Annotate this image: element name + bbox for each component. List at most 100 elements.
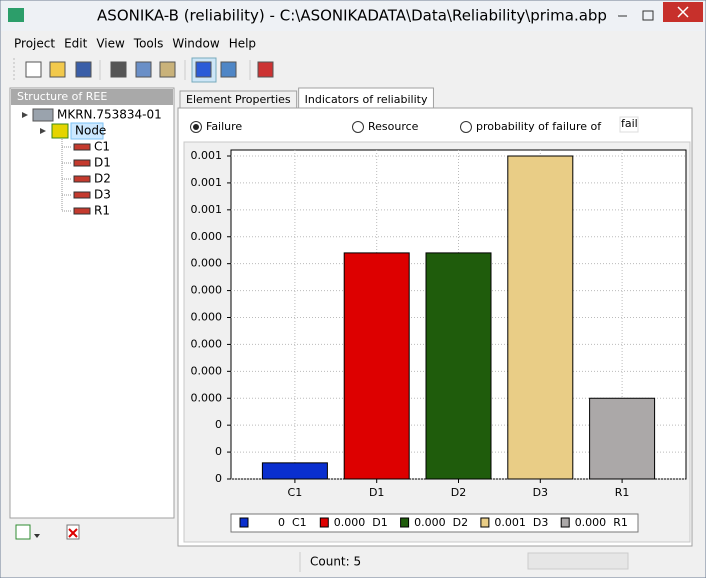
y-tick-label: 0.000 — [191, 364, 223, 377]
menu-item[interactable]: Window — [172, 37, 220, 51]
tree-panel — [9, 87, 175, 519]
text-field-value: fail — [621, 117, 638, 130]
radio-dot — [193, 124, 199, 130]
toolbar-button[interactable] — [75, 61, 92, 78]
y-tick-label: 0 — [215, 472, 222, 485]
close-icon — [677, 6, 689, 18]
toolbar-button[interactable] — [220, 61, 237, 78]
tree-item[interactable]: D2 — [94, 172, 111, 186]
bar — [589, 397, 656, 480]
legend-swatch — [239, 517, 249, 528]
bar — [425, 252, 492, 480]
tree-item[interactable]: R1 — [94, 204, 110, 218]
component-icon — [73, 207, 91, 215]
tree-item[interactable]: D1 — [94, 156, 111, 170]
device-icon — [32, 108, 54, 122]
menu-item[interactable]: View — [96, 37, 125, 51]
menu-item[interactable]: Tools — [133, 37, 164, 51]
legend-name: D1 — [372, 516, 387, 529]
legend-value: 0.000 — [414, 516, 446, 529]
bar — [261, 462, 328, 480]
tab-label: Element Properties — [186, 93, 291, 106]
title-bar — [1, 1, 705, 31]
maximize-button[interactable] — [642, 10, 654, 21]
expander[interactable] — [40, 128, 46, 134]
chart: 0 0 0 0.000 0.000 0.000 0.000 0.000 0.000 0.000 0.… — [191, 149, 686, 499]
tab-label: Indicators of reliability — [305, 93, 428, 106]
radio-button[interactable] — [460, 121, 472, 133]
y-tick-label: 0.000 — [191, 284, 223, 297]
tree-children: C1 D1 D2 D3 R1 — [61, 139, 111, 218]
menu-item[interactable]: Help — [229, 37, 256, 51]
tree-header: Structure of REE — [17, 90, 107, 103]
y-tick-label: 0.000 — [191, 230, 223, 243]
option-row: Failure Resource probability of failure of — [190, 120, 602, 133]
legend-swatch — [319, 517, 329, 528]
dropdown-arrow[interactable] — [34, 534, 40, 538]
delete-icon — [68, 528, 78, 538]
component-icon — [73, 159, 91, 167]
legend-name: C1 — [292, 516, 307, 529]
legend-name: D3 — [533, 516, 548, 529]
toolbar-button[interactable] — [135, 61, 152, 78]
legend-swatch — [560, 517, 570, 528]
y-tick-label: 0.000 — [191, 337, 223, 350]
toolbar-button[interactable] — [195, 61, 212, 78]
y-tick-label: 0.000 — [191, 311, 223, 324]
y-tick-label: 0.001 — [191, 149, 223, 162]
radio-label[interactable]: probability of failure of — [476, 120, 602, 133]
tree-item[interactable]: C1 — [94, 140, 110, 154]
toolbar-button[interactable] — [49, 61, 66, 78]
text-field[interactable] — [619, 116, 639, 133]
x-tick-label: R1 — [615, 486, 630, 499]
toolbar-button[interactable] — [110, 61, 127, 78]
menu-item[interactable]: Edit — [64, 37, 88, 51]
x-tick-label: D3 — [533, 486, 548, 499]
tab[interactable]: Element Properties — [179, 90, 298, 109]
app-icon — [8, 8, 24, 22]
radio-label[interactable]: Resource — [368, 120, 419, 133]
expander[interactable] — [22, 112, 28, 118]
selection — [70, 122, 104, 140]
window-title: ASONIKA-B (reliability) - C:\ASONIKADATA… — [97, 7, 607, 25]
toolbar — [13, 57, 274, 83]
legend — [230, 513, 639, 533]
legend-items: 0 C1 0.000 D1 0.000 D2 0.001 D3 0.000 R1 — [239, 516, 628, 529]
menu-item[interactable]: Project — [14, 37, 55, 51]
tab[interactable]: Indicators of reliability — [298, 87, 434, 110]
x-tick-label: D2 — [451, 486, 466, 499]
y-tick-label: 0.001 — [191, 176, 223, 189]
y-tick-label: 0 — [215, 418, 222, 431]
bar — [343, 252, 410, 480]
radio-button[interactable] — [352, 121, 364, 133]
y-tick-label: 0.000 — [191, 391, 223, 404]
y-tick-label: 0.000 — [191, 257, 223, 270]
progress-bar — [527, 552, 629, 570]
tree-item[interactable]: D3 — [94, 188, 111, 202]
bar — [507, 155, 574, 480]
legend-name: R1 — [613, 516, 628, 529]
legend-value: 0.000 — [575, 516, 607, 529]
x-tick-label: D1 — [369, 486, 384, 499]
toolbar-button[interactable] — [25, 61, 42, 78]
add-button[interactable] — [15, 524, 31, 540]
status-count: Count: 5 — [310, 555, 361, 569]
legend-swatch — [480, 517, 490, 528]
toolbar-button[interactable] — [159, 61, 176, 78]
tab-strip: Element Properties Indicators of reliabil… — [179, 87, 434, 110]
menu-bar: Project Edit View Tools Window Help — [14, 37, 256, 51]
tree-node[interactable]: Node — [75, 124, 106, 138]
legend-swatch — [400, 517, 410, 528]
y-tick-label: 0.001 — [191, 203, 223, 216]
component-icon — [73, 143, 91, 151]
tree-root[interactable]: MKRN.753834-01 — [57, 108, 162, 122]
legend-value: 0.001 — [494, 516, 526, 529]
y-tick-label: 0 — [215, 445, 222, 458]
x-tick-label: C1 — [288, 486, 303, 499]
legend-name: D2 — [453, 516, 468, 529]
radio-label[interactable]: Failure — [206, 120, 242, 133]
tree-header-bg — [11, 89, 173, 105]
toolbar-button[interactable] — [257, 61, 274, 78]
legend-value: 0 — [278, 516, 285, 529]
